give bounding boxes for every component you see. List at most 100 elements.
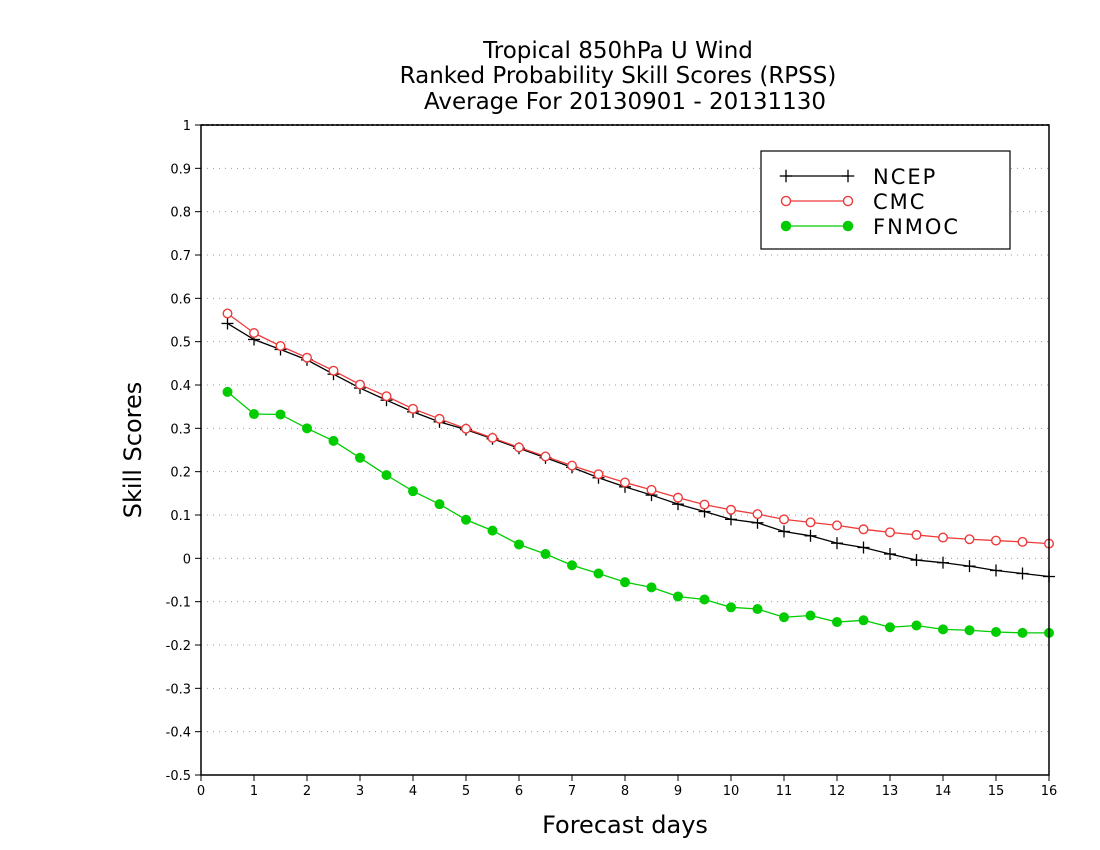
data-point-fnmoc <box>752 604 763 615</box>
data-point-fnmoc <box>779 612 789 623</box>
legend-label-ncep: NCEP <box>873 165 937 189</box>
x-tick-label: 2 <box>303 784 311 799</box>
data-point-fnmoc <box>832 617 842 628</box>
data-point-cmc <box>646 484 657 495</box>
data-point-cmc <box>673 492 684 503</box>
data-point-ncep <box>831 537 843 550</box>
y-tick-label: -0.1 <box>166 596 191 611</box>
data-point-cmc <box>832 520 843 531</box>
x-tick-label: 12 <box>829 784 846 799</box>
legend-entry-fnmoc: FNMOC <box>780 215 960 239</box>
x-tick-label: 3 <box>356 784 364 799</box>
y-tick-label: 0.1 <box>170 509 191 524</box>
data-point-fnmoc <box>355 452 365 463</box>
data-point-ncep <box>725 513 737 526</box>
y-gridlines <box>201 167 1049 733</box>
data-point-fnmoc <box>911 620 922 631</box>
data-point-ncep <box>804 529 817 542</box>
data-point-cmc <box>381 391 392 402</box>
y-tick-label: 0.9 <box>170 162 191 177</box>
x-tick-label: 15 <box>988 784 1005 799</box>
x-tick-label: 13 <box>882 784 899 799</box>
y-tick-label: -0.5 <box>166 769 191 784</box>
x-tick-label: 9 <box>674 784 682 799</box>
x-tick-label: 8 <box>621 784 629 799</box>
legend-marker-ncep <box>779 169 793 183</box>
data-point-cmc <box>328 365 339 376</box>
y-tick-label: 0.4 <box>170 379 191 394</box>
x-tick-label: 16 <box>1041 784 1058 799</box>
y-tick-label: 0.6 <box>170 292 191 307</box>
data-point-fnmoc <box>302 423 312 434</box>
data-point-fnmoc <box>646 582 657 593</box>
data-point-cmc <box>355 379 366 390</box>
chart-title-line-3: Average For 20130901 - 20131130 <box>424 89 826 115</box>
data-point-cmc <box>567 460 578 471</box>
data-point-fnmoc <box>858 615 869 626</box>
data-point-ncep <box>884 548 896 560</box>
data-point-cmc <box>514 442 525 453</box>
x-tick-label: 0 <box>197 784 205 799</box>
data-point-cmc <box>222 308 233 319</box>
data-point-ncep <box>857 541 870 554</box>
x-tick-label: 10 <box>723 784 740 799</box>
data-point-fnmoc <box>593 568 604 579</box>
data-point-fnmoc <box>434 499 445 510</box>
legend-marker-fnmoc <box>780 220 792 232</box>
x-tick-label: 1 <box>250 784 258 799</box>
y-tick-label: -0.3 <box>166 682 191 697</box>
data-point-cmc <box>858 524 869 535</box>
data-point-cmc <box>726 504 737 515</box>
data-point-cmc <box>911 529 922 540</box>
data-point-fnmoc <box>381 470 392 481</box>
y-tick-label: 1 <box>183 119 191 134</box>
data-point-cmc <box>885 527 896 538</box>
y-axis-label: Skill Scores <box>119 382 147 519</box>
legend-label-cmc: CMC <box>873 190 926 214</box>
data-point-cmc <box>991 535 1002 546</box>
data-point-cmc <box>461 423 472 434</box>
series-cmc <box>222 308 1054 549</box>
legend-box <box>760 150 1011 250</box>
data-point-fnmoc <box>620 577 630 588</box>
data-point-fnmoc <box>567 560 577 571</box>
x-tick-label: 5 <box>462 784 470 799</box>
data-point-cmc <box>752 509 763 520</box>
data-point-cmc <box>964 534 975 545</box>
legend-marker-cmc <box>780 195 792 207</box>
plot-area-frame <box>200 124 1050 776</box>
data-point-cmc <box>248 328 259 339</box>
data-point-fnmoc <box>540 549 551 559</box>
data-point-cmc <box>302 352 313 363</box>
y-tick-label: 0.7 <box>170 249 191 264</box>
data-point-fnmoc <box>805 610 816 621</box>
series-fnmoc <box>222 386 1054 638</box>
data-point-ncep <box>778 525 790 538</box>
chart-title-line-1: Tropical 850hPa U Wind <box>482 38 753 64</box>
data-point-fnmoc <box>328 435 339 446</box>
legend-entry-cmc: CMC <box>780 190 926 214</box>
data-series <box>221 308 1055 638</box>
y-tick-label: -0.4 <box>166 726 191 741</box>
data-point-ncep <box>1016 567 1029 580</box>
chart-title: Tropical 850hPa U Wind Ranked Probabilit… <box>400 38 837 115</box>
data-point-ncep <box>910 554 923 567</box>
x-axis-label: Forecast days <box>542 811 708 839</box>
axis-ticks: -0.5 -0.4 -0.3 -0.2 -0.1 0 0.1 0.2 0.3 0.4 0.5 0.6 0… <box>166 119 1058 799</box>
y-tick-label: 0.2 <box>170 466 191 481</box>
data-point-fnmoc <box>885 622 895 633</box>
data-point-ncep <box>963 560 976 573</box>
data-point-fnmoc <box>699 594 710 605</box>
y-tick-label: 0.3 <box>170 422 191 437</box>
data-point-fnmoc <box>408 486 418 497</box>
data-point-cmc <box>408 403 419 414</box>
data-point-cmc <box>434 413 445 424</box>
data-point-cmc <box>938 532 949 543</box>
legend-marker-ncep <box>841 169 855 183</box>
y-tick-label: 0.5 <box>170 336 191 351</box>
data-point-fnmoc <box>964 625 975 636</box>
chart-title-line-2: Ranked Probability Skill Scores (RPSS) <box>400 63 837 89</box>
legend-label-fnmoc: FNMOC <box>873 215 960 239</box>
